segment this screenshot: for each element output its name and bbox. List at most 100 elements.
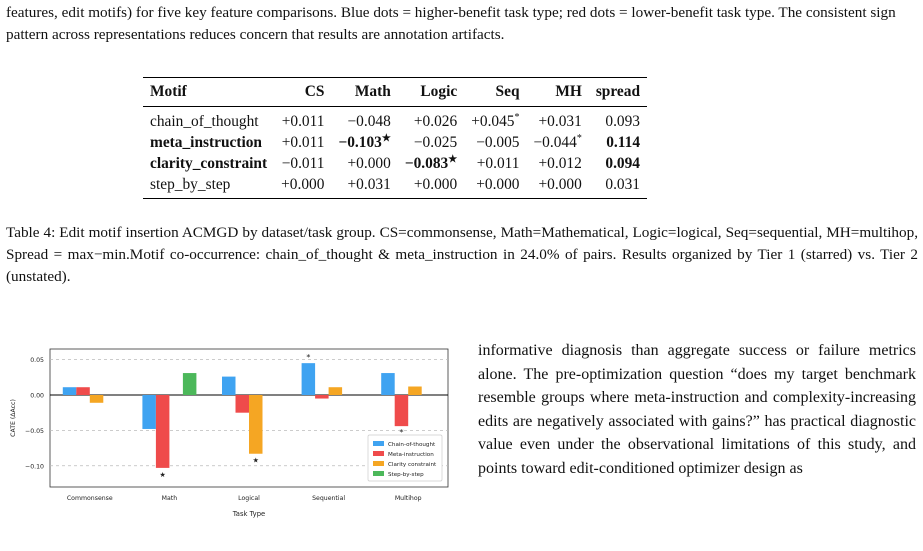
bar: [381, 373, 395, 395]
cell-value: −0.005: [476, 134, 520, 151]
table-row: clarity_constraint −0.011 +0.000 −0.083★ +0.…: [143, 153, 647, 174]
significance-mark: *: [576, 132, 582, 144]
results-table: Motif CS Math Logic Seq MH spread chain_of_tho…: [143, 77, 648, 199]
bar: [182, 373, 197, 395]
cell-value: +0.012: [538, 155, 582, 172]
legend-swatch: [373, 441, 384, 446]
table-cell: −0.103★: [331, 132, 397, 153]
significance-star: *: [399, 428, 403, 437]
table-cell: +0.026: [398, 107, 464, 133]
cell-value: +0.000: [281, 176, 325, 193]
chart-labels: ★ ★ * * Task Type CATE (ΔAcc): [10, 353, 403, 518]
cell-value: +0.011: [281, 134, 325, 151]
y-tick-label: −0.05: [25, 428, 44, 435]
table-cell: +0.011: [464, 153, 526, 174]
cell-value: +0.031: [538, 113, 582, 130]
plot-frame: [49, 348, 449, 488]
table-cell: +0.045*: [464, 107, 526, 133]
table-cell: −0.011: [274, 153, 331, 174]
significance-mark: ★: [448, 153, 458, 165]
table-cell: −0.025: [398, 132, 464, 153]
significance-mark: *: [514, 111, 520, 123]
bar: [249, 395, 263, 454]
table-cell: +0.012: [527, 153, 589, 174]
cell-value: −0.025: [413, 134, 458, 151]
cell-value: 0.094: [605, 155, 641, 172]
significance-star: ★: [160, 471, 166, 479]
table-header-cell: Logic: [397, 77, 465, 107]
table-cell: +0.000: [464, 174, 527, 199]
table-cell: −0.048: [331, 107, 397, 133]
table-cell: 0.093: [589, 107, 647, 133]
table-cell: step_by_step: [143, 174, 275, 199]
legend-swatch: [373, 471, 384, 476]
table-cell: −0.044*: [527, 132, 589, 153]
table-header-cell: Seq: [464, 77, 527, 107]
table-header-row: Motif CS Math Logic Seq MH spread: [143, 77, 648, 107]
legend-label: Clarity constraint: [388, 462, 437, 468]
table-cell: 0.114: [589, 132, 647, 153]
y-tick-label: −0.10: [25, 463, 44, 470]
cell-value: +0.000: [476, 176, 520, 193]
table-row: step_by_step +0.000 +0.031 +0.000 +0.000 +0.0…: [143, 174, 648, 199]
bar: [408, 386, 422, 395]
bar: [301, 363, 316, 395]
table-cell: +0.000: [331, 153, 397, 174]
cell-value: meta_instruction: [150, 134, 262, 151]
table-cell: +0.011: [274, 132, 331, 153]
table-header-cell: Motif: [143, 77, 275, 107]
significance-star: *: [306, 353, 310, 362]
legend-swatch: [373, 451, 384, 456]
x-tick-label: Math: [162, 495, 178, 502]
cell-value: +0.011: [281, 113, 325, 130]
table-row: chain_of_thought +0.011 −0.048 +0.026 +0.045…: [143, 107, 647, 133]
x-axis-label: Task Type: [232, 510, 265, 518]
table-header-cell: Math: [331, 77, 398, 107]
cell-value: chain_of_thought: [150, 113, 259, 130]
legend-swatch: [373, 461, 384, 466]
cell-value: +0.026: [413, 113, 458, 130]
legend-label: Meta-instruction: [388, 452, 434, 458]
table-cell: +0.031: [527, 107, 589, 133]
significance-mark: ★: [381, 132, 391, 144]
bar: [155, 395, 170, 468]
cate-bar-chart: 0.05 0.00 −0.05 −0.10 Commonsense Math Logical…: [10, 348, 449, 518]
cell-value: +0.045: [471, 113, 515, 130]
bar: [394, 395, 409, 427]
legend-label: Chain-of-thought: [388, 442, 436, 448]
table-cell: chain_of_thought: [143, 107, 274, 133]
cell-value: +0.000: [538, 176, 582, 193]
x-tick-label: Multihop: [395, 495, 422, 502]
table-cell: −0.083★: [398, 153, 464, 174]
y-tick-label: 0.00: [30, 393, 44, 400]
cell-value: +0.000: [347, 155, 391, 172]
table-header-cell: CS: [274, 77, 332, 107]
table-cell: clarity_constraint: [143, 153, 274, 174]
cell-value: 0.031: [605, 176, 641, 193]
bar: [62, 387, 77, 395]
significance-star: ★: [253, 457, 259, 465]
cell-value: −0.044: [533, 134, 577, 151]
y-axis-label: CATE (ΔAcc): [10, 399, 17, 437]
legend-label: Step-by-step: [388, 472, 424, 478]
table-cell: +0.000: [274, 174, 332, 199]
table-cell: +0.031: [331, 174, 398, 199]
cell-value: 0.114: [606, 134, 641, 151]
cell-value: −0.083: [404, 155, 449, 172]
table-caption: Table 4: Edit motif insertion ACMGD by d…: [6, 224, 918, 285]
bar: [76, 387, 90, 395]
cell-value: +0.011: [476, 155, 520, 172]
x-tick-label: Sequential: [312, 495, 345, 502]
bar: [328, 387, 343, 395]
chart-ticks: 0.05 0.00 −0.05 −0.10 Commonsense Math Logical…: [25, 357, 422, 502]
table-cell: 0.094: [589, 153, 647, 174]
cell-value: +0.000: [413, 176, 458, 193]
legend-box: [367, 434, 443, 482]
bar: [142, 395, 156, 429]
x-tick-label: Commonsense: [67, 495, 113, 502]
bar: [235, 395, 249, 413]
table-body: chain_of_thought +0.011 −0.048 +0.026 +0.045…: [143, 107, 648, 199]
bar: [315, 395, 329, 399]
chart-legend: Chain-of-thought Meta-instruction Clarity …: [367, 434, 443, 482]
cell-value: −0.103: [338, 134, 382, 151]
